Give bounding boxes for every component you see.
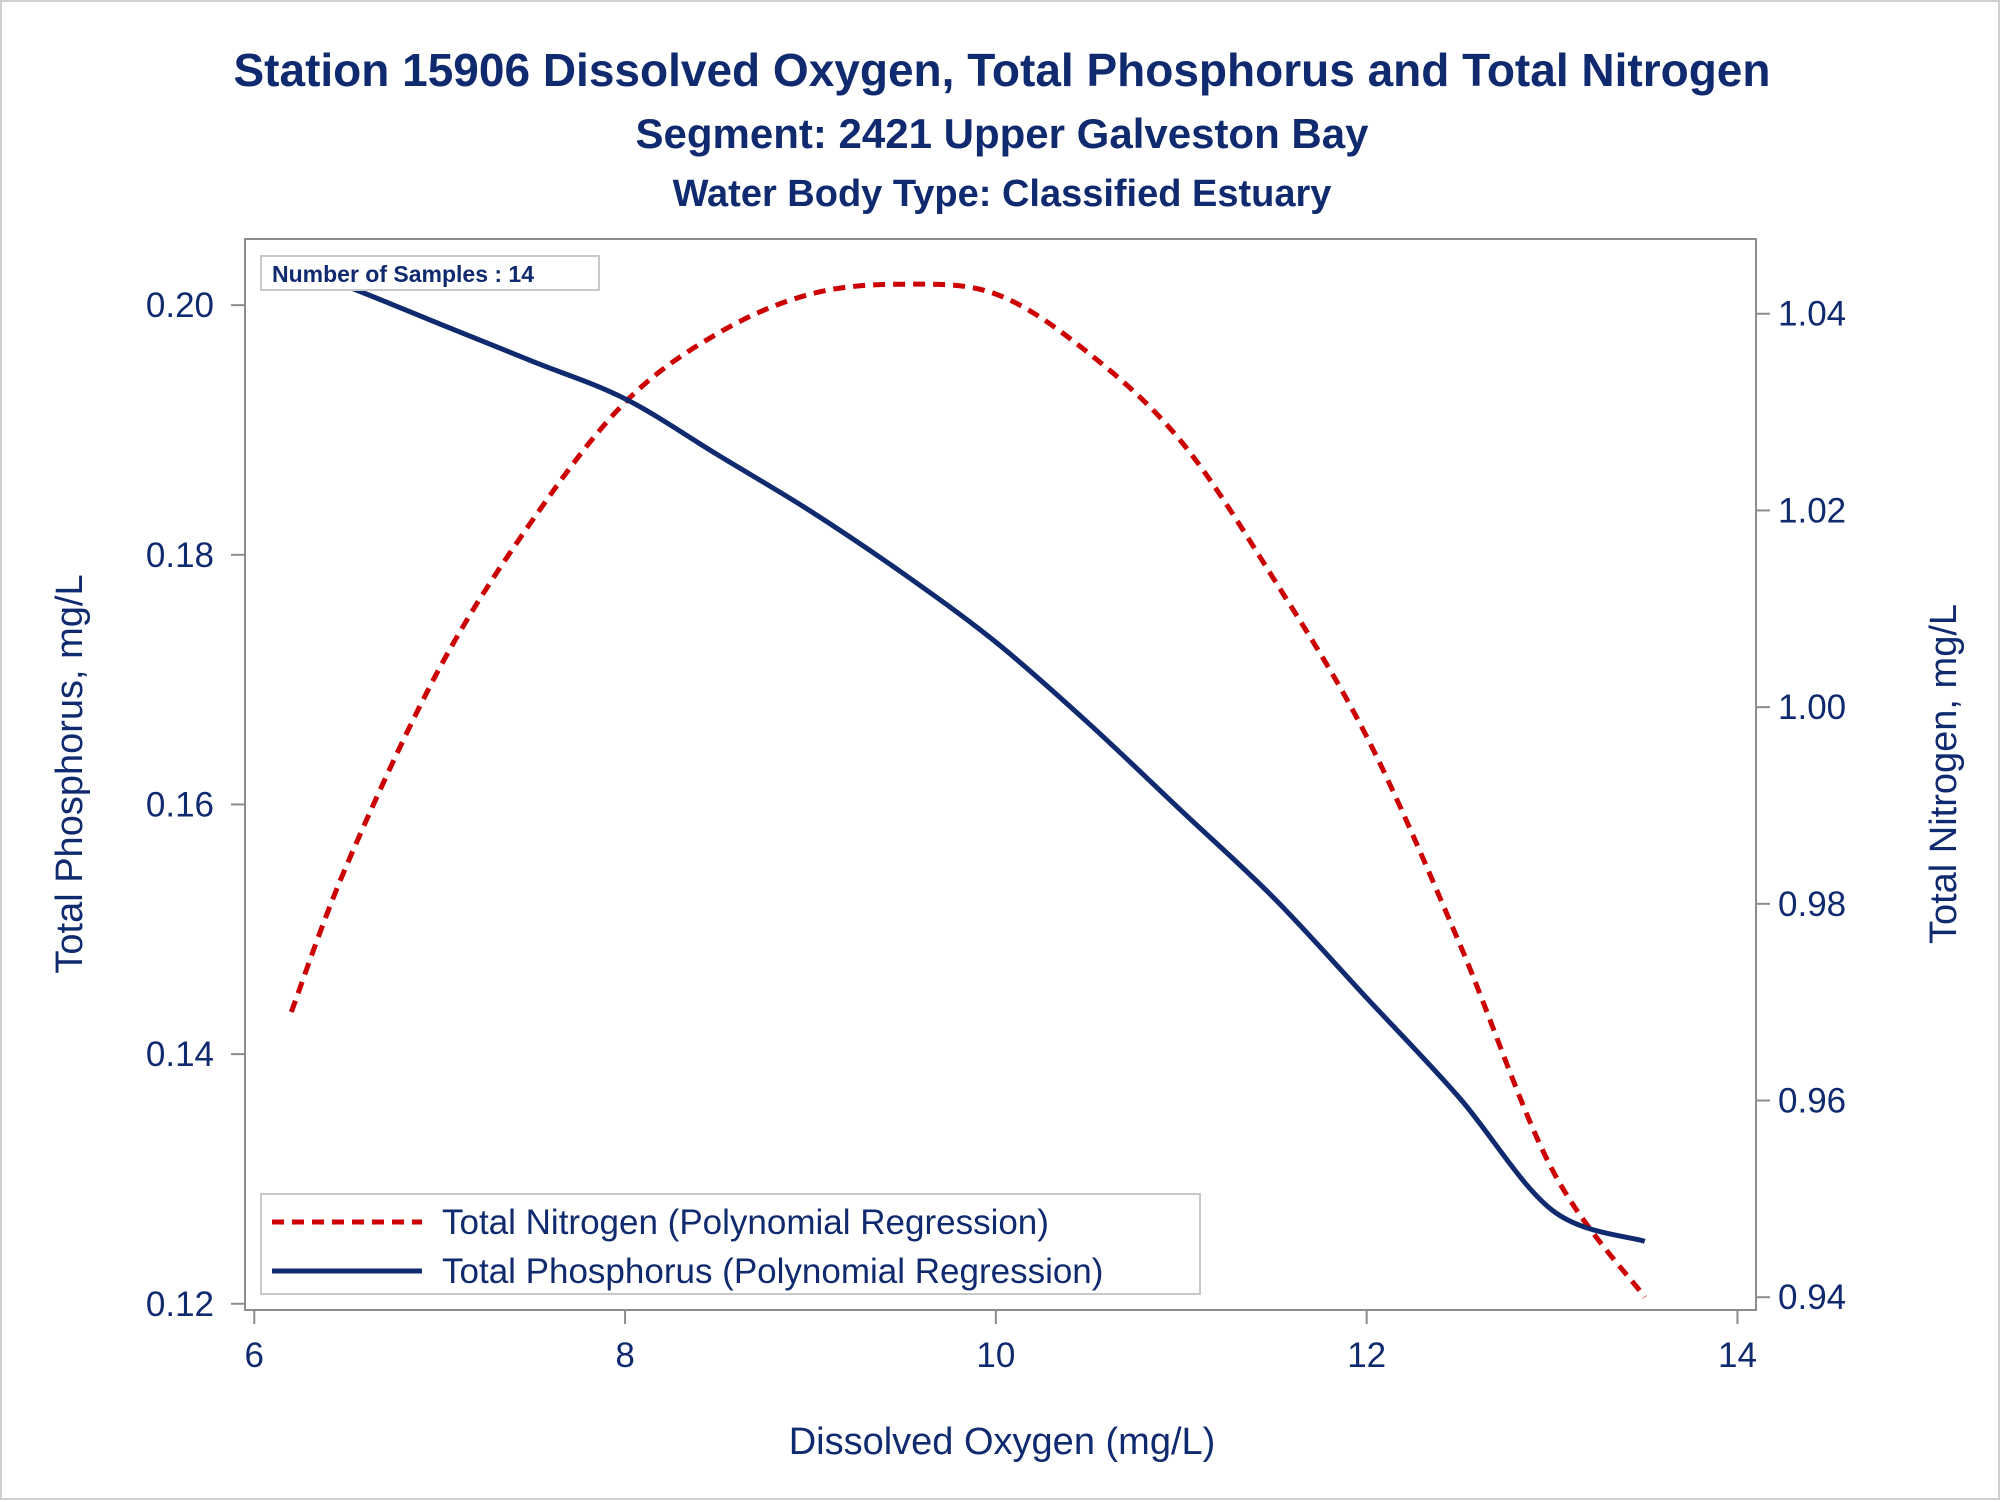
samples-inset-box: [260, 255, 600, 291]
x-axis-label: Dissolved Oxygen (mg/L): [789, 1421, 1216, 1463]
y-right-tick-label: 0.94: [1778, 1278, 1846, 1317]
y-axis-right-label: Total Nitrogen, mg/L: [1923, 604, 1965, 944]
legend-label-phosphorus: Total Phosphorus (Polynomial Regression): [442, 1252, 1103, 1291]
y-left-tick-label: 0.12: [146, 1285, 214, 1324]
legend-label-nitrogen: Total Nitrogen (Polynomial Regression): [442, 1203, 1049, 1242]
series-layer: [288, 265, 1647, 1299]
samples-inset-label: Number of Samples : 14: [272, 261, 534, 287]
x-tick-label: 12: [1347, 1336, 1386, 1375]
y-right-tick-label: 1.00: [1778, 688, 1846, 727]
x-tick-label: 14: [1718, 1336, 1757, 1375]
y-axis-right: 0.94 0.96 0.98 1.00 1.02 1.04: [1756, 295, 1846, 1317]
legend-box: [260, 1193, 1201, 1295]
y-left-tick-label: 0.14: [146, 1035, 214, 1074]
series-line-nitrogen: [288, 281, 1647, 1299]
plot-area: [244, 238, 1757, 1311]
y-left-tick-label: 0.20: [146, 286, 214, 325]
x-tick-label: 6: [245, 1336, 264, 1375]
y-right-tick-label: 0.96: [1778, 1082, 1846, 1121]
x-tick-label: 8: [615, 1336, 634, 1375]
chart-subtitle-segment: Segment: 2421 Upper Galveston Bay: [636, 110, 1370, 157]
chart-title: Station 15906 Dissolved Oxygen, Total Ph…: [233, 44, 1770, 96]
x-tick-label: 10: [976, 1336, 1015, 1375]
x-axis: 6 8 10 12 14: [245, 1310, 1757, 1375]
y-right-tick-label: 1.02: [1778, 491, 1846, 530]
y-right-tick-label: 0.98: [1778, 885, 1846, 924]
legend: Total Nitrogen (Polynomial Regression) T…: [260, 1193, 1201, 1295]
y-left-tick-label: 0.16: [146, 785, 214, 824]
y-axis-left: 0.12 0.14 0.16 0.18 0.20: [146, 286, 245, 1324]
series-line-phosphorus: [290, 265, 1646, 1244]
y-left-tick-label: 0.18: [146, 536, 214, 575]
y-axis-left-label: Total Phosphorus, mg/L: [49, 574, 91, 973]
chart-subtitle-waterbody: Water Body Type: Classified Estuary: [673, 173, 1332, 215]
y-right-tick-label: 1.04: [1778, 295, 1846, 334]
